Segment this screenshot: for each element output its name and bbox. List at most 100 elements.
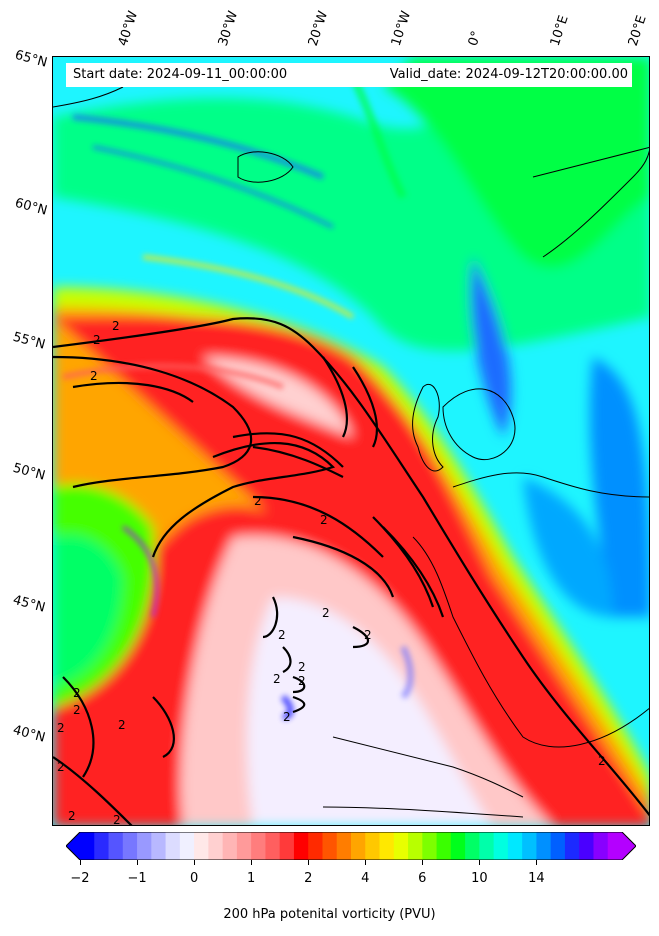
contour-label: 2 <box>273 672 281 686</box>
contour-label: 2 <box>298 660 306 674</box>
lat-label: 40°N <box>11 722 47 746</box>
colorbar-segment <box>564 832 580 860</box>
lat-label: 45°N <box>11 592 47 616</box>
colorbar-tick-label: 4 <box>361 871 370 886</box>
colorbar-segment <box>179 832 195 860</box>
colorbar-segment <box>422 832 438 860</box>
contour-label: 2 <box>73 703 81 717</box>
start-date-text: Start date: 2024-09-11_00:00:00 <box>73 67 288 82</box>
contour-label: 2 <box>598 754 606 768</box>
colorbar-segment <box>550 832 566 860</box>
colorbar-segment <box>122 832 138 860</box>
colorbar-segment <box>479 832 495 860</box>
colorbar-segment <box>436 832 452 860</box>
pv-shading <box>53 57 649 825</box>
contour-label: 2 <box>283 710 291 724</box>
contour-label: 2 <box>57 760 65 774</box>
contour-label: 2 <box>320 513 328 527</box>
colorbar-segment <box>94 832 110 860</box>
colorbar-segment <box>151 832 167 860</box>
colorbar-segment <box>336 832 352 860</box>
colorbar-segment <box>393 832 409 860</box>
contour-label: 2 <box>68 809 76 823</box>
colorbar-segment <box>351 832 366 860</box>
contour-label: 2 <box>93 333 101 347</box>
colorbar-segment <box>208 832 224 860</box>
colorbar-tick-label: −2 <box>70 871 90 886</box>
colorbar-tick-mark <box>137 860 139 865</box>
colorbar-tick-mark <box>251 860 253 865</box>
colorbar-segment <box>80 832 95 860</box>
contour-label: 2 <box>364 628 372 642</box>
colorbar-segment <box>579 832 594 860</box>
colorbar <box>65 831 637 861</box>
colorbar-segment <box>536 832 552 860</box>
colorbar-tick-label: 1 <box>247 871 256 886</box>
colorbar-segment <box>593 832 609 860</box>
colorbar-segment <box>308 832 323 860</box>
colorbar-segment <box>293 832 309 860</box>
lat-label: 50°N <box>11 460 47 484</box>
colorbar-segment <box>450 832 466 860</box>
lon-label: 0° <box>465 29 485 48</box>
colorbar-segment <box>322 832 338 860</box>
colorbar-tick-mark <box>80 860 81 865</box>
colorbar-segment <box>236 832 252 860</box>
contour-label: 2 <box>113 813 121 827</box>
colorbar-tick-label: 0 <box>189 871 199 886</box>
contour-label: 2 <box>278 628 286 642</box>
colorbar-segment <box>265 832 281 860</box>
colorbar-tick-label: 6 <box>418 871 427 886</box>
lon-label: 10°W <box>388 9 415 48</box>
colorbar-tick-label: 2 <box>304 871 313 886</box>
lon-label: 10°E <box>547 13 572 49</box>
contour-label: 2 <box>118 718 126 732</box>
coastlines <box>53 86 649 818</box>
lat-label: 60°N <box>13 195 49 219</box>
colorbar-tick-label: −1 <box>127 871 147 886</box>
valid-date-text: Valid_date: 2024-09-12T20:00:00.00 <box>389 67 628 82</box>
colorbar-tick-mark <box>194 860 196 865</box>
pv-field-map <box>53 57 649 825</box>
colorbar-extend-high <box>622 832 636 860</box>
lon-label: 30°W <box>215 9 242 48</box>
colorbar-segment <box>279 832 295 860</box>
contour-label: 2 <box>254 494 262 508</box>
lon-label: 20°W <box>305 9 332 48</box>
date-banner: Start date: 2024-09-11_00:00:00 Valid_da… <box>66 63 632 87</box>
colorbar-segment <box>194 832 209 860</box>
colorbar-tick-mark <box>365 860 367 865</box>
pv-contours <box>53 317 649 825</box>
colorbar-svg <box>65 831 637 861</box>
colorbar-tick-mark <box>308 860 310 865</box>
colorbar-segment <box>379 832 395 860</box>
colorbar-label: 200 hPa potenital vorticity (PVU) <box>223 907 436 922</box>
colorbar-segment <box>493 832 509 860</box>
contour-label: 2 <box>298 674 306 688</box>
contour-label: 2 <box>322 606 330 620</box>
colorbar-segment <box>408 832 423 860</box>
contour-label: 2 <box>57 721 65 735</box>
map-panel <box>52 56 650 826</box>
colorbar-tick-mark <box>536 860 538 865</box>
colorbar-segment <box>137 832 152 860</box>
colorbar-segment <box>465 832 480 860</box>
lat-label: 55°N <box>11 329 47 353</box>
colorbar-segment <box>251 832 266 860</box>
colorbar-segment <box>165 832 181 860</box>
colorbar-segment <box>365 832 381 860</box>
colorbar-extend-low <box>66 832 80 860</box>
colorbar-segment <box>222 832 238 860</box>
lon-label: 40°W <box>115 9 142 48</box>
pv-streaks <box>62 75 414 720</box>
colorbar-tick-label: 10 <box>471 871 488 886</box>
colorbar-segment <box>607 832 623 860</box>
colorbar-segment <box>507 832 523 860</box>
contour-label: 2 <box>73 686 81 700</box>
colorbar-tick-mark <box>422 860 424 865</box>
colorbar-tick-label: 14 <box>528 871 545 886</box>
lat-label: 65°N <box>13 47 49 71</box>
lon-label: 20°E <box>625 13 650 49</box>
colorbar-tick-mark <box>479 860 481 865</box>
contour-label: 2 <box>90 369 98 383</box>
